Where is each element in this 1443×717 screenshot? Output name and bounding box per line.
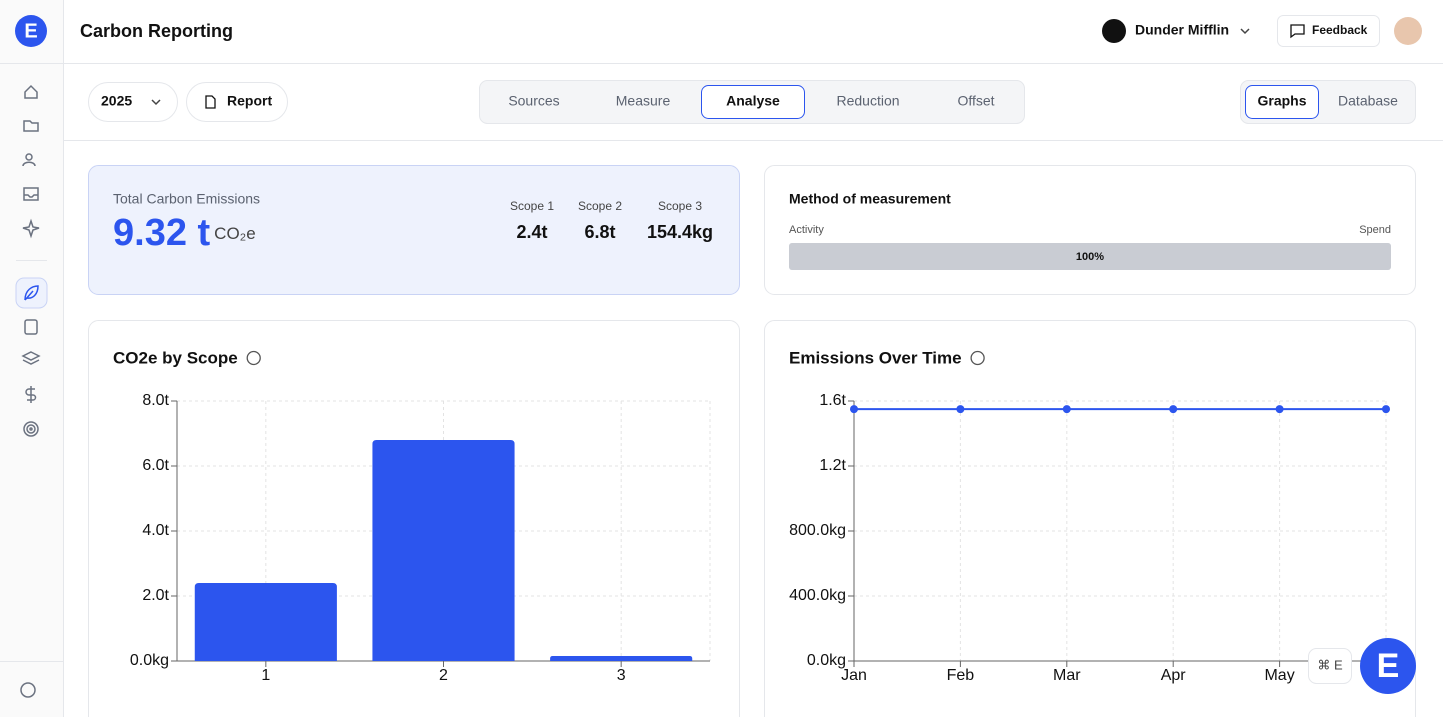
- report-icon: [205, 95, 216, 109]
- logo-text: E: [24, 20, 37, 42]
- page-title: Carbon Reporting: [80, 21, 233, 41]
- tab[interactable]: Sources: [508, 93, 559, 109]
- point: [956, 405, 965, 414]
- chart-title: CO2e by Scope: [113, 348, 238, 367]
- sidebar: [0, 0, 63, 717]
- x-tick-label: 3: [617, 667, 626, 684]
- view-active: [1245, 85, 1319, 119]
- tab[interactable]: Measure: [616, 93, 671, 109]
- chart: 0.0kg 2.0t 4.0t 6.0t 8.0t 1 2 3: [130, 392, 711, 684]
- x-tick-label: Feb: [947, 667, 975, 684]
- y-tick-label: 6.0t: [142, 457, 169, 474]
- point: [1062, 405, 1071, 414]
- x-tick-label: Apr: [1161, 667, 1187, 684]
- bar: [550, 655, 693, 661]
- scope-value: 6.8t: [584, 222, 615, 242]
- tab[interactable]: Offset: [957, 93, 994, 109]
- method-right: Spend: [1359, 224, 1391, 236]
- y-tick-label: 8.0t: [142, 392, 169, 409]
- feedback-icon: [1290, 24, 1305, 39]
- y-tick-label: 1.2t: [819, 457, 846, 474]
- y-tick-label: 400.0kg: [789, 587, 846, 604]
- info-icon: [246, 350, 261, 366]
- user-avatar[interactable]: [1394, 17, 1422, 45]
- method-bar-label: 100%: [1076, 251, 1104, 263]
- assistant-button[interactable]: [1360, 638, 1416, 694]
- view[interactable]: Database: [1338, 93, 1398, 109]
- chevron: [1240, 28, 1250, 35]
- summary-label: Total Carbon Emissions: [113, 191, 260, 207]
- info-icon: [970, 350, 985, 366]
- org-avatar: [1102, 19, 1126, 43]
- y-tick-label: 2.0t: [142, 587, 169, 604]
- feedback-label: Feedback: [1312, 23, 1368, 37]
- unit: CO₂e: [214, 224, 256, 243]
- summary-value: 9.32 t CO₂e: [113, 212, 256, 254]
- method-left: Activity: [789, 224, 824, 236]
- scope-label: Scope 3: [658, 199, 702, 213]
- year: 2025: [101, 93, 132, 109]
- point: [1275, 405, 1284, 414]
- y-tick-label: 4.0t: [142, 522, 169, 539]
- scope-value: 154.4kg: [647, 222, 713, 242]
- logo[interactable]: [15, 15, 47, 47]
- tab[interactable]: Reduction: [836, 93, 899, 109]
- y-tick-label: 0.0kg: [130, 652, 169, 669]
- year-select[interactable]: [88, 82, 178, 122]
- y-tick-label: 1.6t: [819, 392, 846, 409]
- chart: 0.0kg 400.0kg 800.0kg 1.2t 1.6t Jan Feb Mar Apr M…: [789, 392, 1390, 684]
- report-label: Report: [227, 93, 272, 109]
- point: [1382, 405, 1390, 414]
- y-tick-label: 0.0kg: [807, 652, 846, 669]
- method-title: Method of measurement: [789, 191, 951, 207]
- scope-label: Scope 1: [510, 199, 554, 213]
- point: [850, 405, 858, 414]
- view[interactable]: Graphs: [1257, 93, 1306, 109]
- report-button[interactable]: [186, 82, 288, 122]
- assistant-label: E: [1377, 647, 1400, 685]
- chart-card: [764, 320, 1416, 717]
- org-name[interactable]: Dunder Mifflin: [1135, 22, 1229, 38]
- x-tick-label: 2: [439, 667, 448, 684]
- bar: [194, 583, 337, 661]
- summary-card: [88, 165, 740, 295]
- chevron: [151, 99, 161, 106]
- shortcut-button[interactable]: [1308, 648, 1352, 684]
- feedback-button[interactable]: [1277, 15, 1380, 47]
- point: [1169, 405, 1178, 414]
- y-tick-label: 800.0kg: [789, 522, 846, 539]
- bar: [372, 440, 515, 661]
- scope-value: 2.4t: [516, 222, 547, 242]
- method-bar: [789, 243, 1391, 270]
- scope-label: Scope 2: [578, 199, 622, 213]
- x-tick-label: 1: [261, 667, 270, 684]
- tab[interactable]: Analyse: [726, 93, 780, 109]
- shortcut-label: ⌘ E: [1317, 657, 1343, 672]
- x-tick-label: May: [1264, 667, 1294, 684]
- tab-active: [701, 85, 805, 119]
- nav-icons[interactable]: [15, 84, 48, 698]
- method-card: [764, 165, 1416, 295]
- chart-title: Emissions Over Time: [789, 348, 962, 367]
- total: 9.32 t: [113, 212, 211, 254]
- x-tick-label: Jan: [841, 667, 867, 684]
- x-tick-label: Mar: [1053, 667, 1081, 684]
